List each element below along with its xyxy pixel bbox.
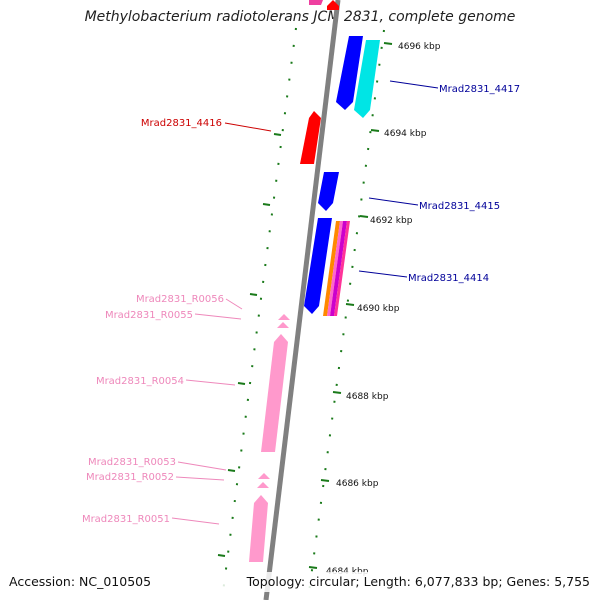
feature-arrow-mrad2831-4414[interactable] [304,218,332,314]
feature-colored-bands [323,221,350,316]
topology-summary-text: Topology: circular; Length: 6,077,833 bp… [246,574,590,589]
scale-label: 4690 kbp [357,304,400,314]
scale-tick [332,391,342,394]
genome-backbone [263,0,341,600]
map-title: Methylobacterium radiotolerans JCM 2831,… [84,9,516,25]
feature-label-mrad2831-r0051[interactable]: Mrad2831_R0051 [82,514,170,525]
feature-top-red [327,0,339,10]
feature-arrow-mrad2831-r0056[interactable] [278,314,290,320]
feature-arrow-mrad2831-r0054[interactable] [261,334,288,452]
scale-label: 4688 kbp [346,392,389,402]
feature-arrow-mrad2831-4415[interactable] [318,172,339,211]
scale-tick [383,42,393,45]
feature-arrow-mrad2831-4416[interactable] [300,111,321,164]
feature-label-mrad2831-r0055[interactable]: Mrad2831_R0055 [105,310,193,321]
scale-tick [370,129,380,132]
scale-tick [345,303,355,306]
scale-tick [359,215,369,218]
feature-label-mrad2831-4414[interactable]: Mrad2831_4414 [408,273,489,284]
scale-labels: 4696 kbp 4694 kbp 4692 kbp 4690 kbp 4688… [326,42,441,577]
feature-arrow-mrad2831-r0055[interactable] [277,322,289,328]
feature-label-mrad2831-4417[interactable]: Mrad2831_4417 [439,84,520,95]
feature-arrow-mrad2831-r0053[interactable] [258,473,270,479]
scale-label: 4692 kbp [370,216,413,226]
scale-ticks [308,42,393,569]
scale-label: 4696 kbp [398,42,441,52]
scale-label: 4694 kbp [384,129,427,139]
feature-top-pink [309,0,323,5]
outer-dotted-ring [307,29,385,600]
accession-text: Accession: NC_010505 [9,574,152,589]
feature-label-mrad2831-4415[interactable]: Mrad2831_4415 [419,201,500,212]
feature-label-mrad2831-r0056[interactable]: Mrad2831_R0056 [136,294,224,305]
feature-arrow-mrad2831-r0051[interactable] [249,495,268,562]
feature-arrow-mrad2831-4417[interactable] [354,40,380,118]
callout-lines [171,80,439,525]
feature-label-mrad2831-4416[interactable]: Mrad2831_4416 [141,118,222,129]
feature-label-mrad2831-r0054[interactable]: Mrad2831_R0054 [96,376,184,387]
feature-label-mrad2831-r0053[interactable]: Mrad2831_R0053 [88,457,176,468]
feature-label-mrad2831-r0052[interactable]: Mrad2831_R0052 [86,472,174,483]
inner-ticks [217,133,282,557]
scale-label: 4686 kbp [336,479,379,489]
feature-arrow-blue-4418[interactable] [336,36,363,110]
feature-arrow-mrad2831-r0052[interactable] [257,482,269,488]
scale-tick [308,566,318,569]
scale-tick [320,479,330,482]
